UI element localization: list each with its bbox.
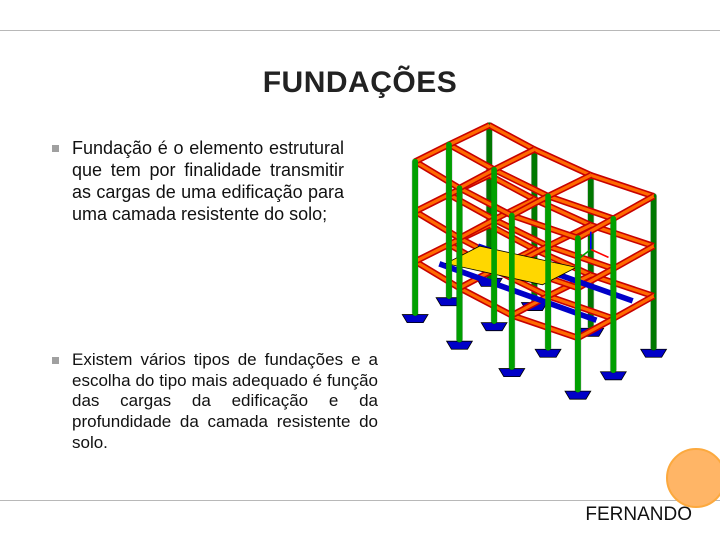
slide-title: FUNDAÇÕES <box>0 66 720 100</box>
footer-author: FERNANDO <box>585 504 692 526</box>
paragraph-1: Fundação é o elemento estrutural que tem… <box>72 138 344 226</box>
structural-frame-diagram <box>376 114 696 404</box>
frame-top-line <box>0 30 720 31</box>
bullet-1 <box>52 145 59 152</box>
decorative-corner-circle <box>666 448 720 508</box>
paragraph-2: Existem vários tipos de fundações e a es… <box>72 350 378 454</box>
bullet-2 <box>52 357 59 364</box>
frame-bottom-line <box>0 500 720 501</box>
slide: FUNDAÇÕES Fundação é o elemento estrutur… <box>0 0 720 540</box>
